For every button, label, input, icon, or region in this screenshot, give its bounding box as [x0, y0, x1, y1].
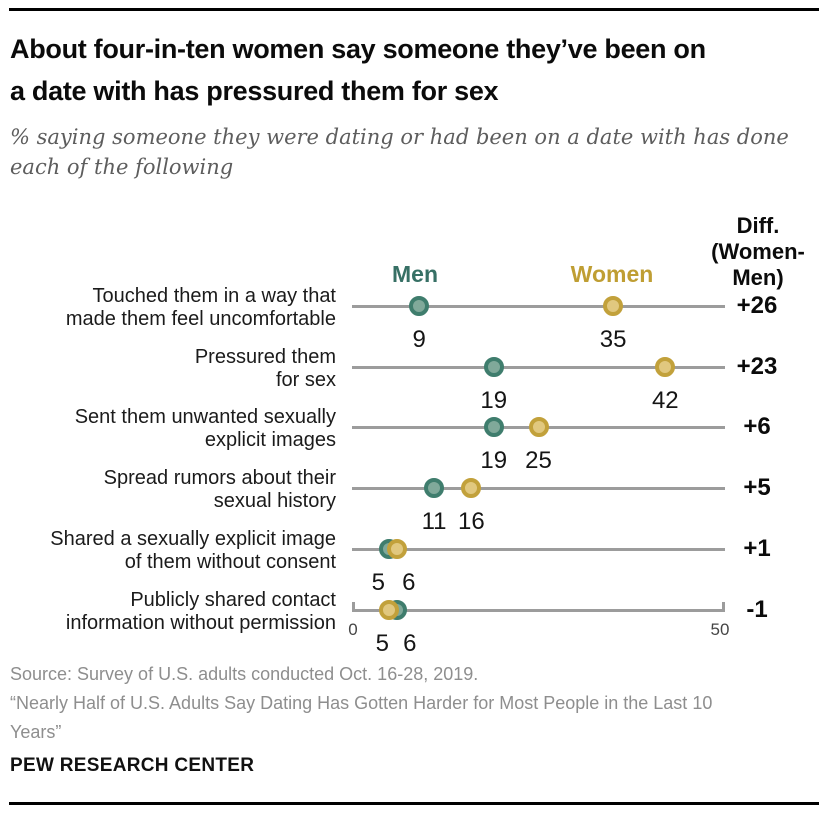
men-value-label: 19: [480, 387, 508, 414]
axis-end-tick: [352, 602, 355, 611]
source-line-1: Source: Survey of U.S. adults conducted …: [10, 664, 479, 684]
women-dot: [655, 357, 676, 377]
women-dot: [461, 478, 482, 498]
chart-title: About four-in-ten women say someone they…: [10, 28, 706, 112]
diff-column-header: Diff. (Women- Men): [697, 213, 819, 291]
men-value-label: 9: [412, 326, 426, 353]
category-label-line: information without permission: [65, 612, 336, 634]
men-value-label: 5: [371, 569, 385, 596]
bottom-rule: [9, 802, 819, 805]
diff-value: +5: [743, 474, 771, 501]
diff-header-line-1: Diff.: [736, 213, 780, 238]
men-value-label: 11: [421, 508, 447, 535]
row-axis-line: [352, 305, 725, 308]
category-label: Touched them in a way that made them feel…: [0, 285, 336, 331]
category-label-line: made them feel uncomfortable: [65, 308, 336, 330]
category-label-line: Shared a sexually explicit image: [50, 528, 336, 550]
source-line-2: “Nearly Half of U.S. Adults Say Dating H…: [10, 693, 713, 713]
women-value-label: 5: [375, 630, 389, 657]
category-label-line: for sex: [275, 369, 336, 391]
diff-header-line-2: (Women-: [711, 239, 805, 264]
women-dot: [379, 600, 400, 620]
women-dot: [603, 296, 624, 316]
men-dot: [424, 478, 445, 498]
chart-title-line-2: a date with has pressured them for sex: [10, 76, 499, 106]
diff-header-line-3: Men): [732, 265, 784, 290]
diff-value: -1: [746, 596, 768, 623]
category-label-line: Sent them unwanted sexually: [74, 406, 336, 428]
men-dot: [483, 357, 504, 377]
women-dot: [386, 539, 407, 559]
axis-end-tick: [722, 602, 725, 611]
diff-value: +26: [736, 292, 778, 319]
row-axis-line: [352, 548, 725, 551]
category-label-line: of them without consent: [124, 551, 336, 573]
category-label-line: explicit images: [204, 429, 336, 451]
men-dot: [483, 417, 504, 437]
diff-value: +23: [736, 353, 778, 380]
x-axis-min-label: 0: [348, 620, 358, 639]
category-label: Publicly shared contact information witho…: [0, 589, 336, 635]
category-label: Shared a sexually explicit image of them …: [0, 528, 336, 574]
row-axis-line: [352, 609, 725, 612]
row-axis-line: [352, 366, 725, 369]
x-axis-max-label: 50: [710, 620, 730, 639]
chart-title-line-1: About four-in-ten women say someone they…: [10, 34, 706, 64]
women-value-label: 35: [599, 326, 627, 353]
chart-subtitle-line-1: % saying someone they were dating or had…: [10, 125, 789, 149]
diff-value: +1: [743, 535, 771, 562]
diff-value: +6: [743, 413, 771, 440]
category-label-line: sexual history: [213, 490, 336, 512]
men-value-label: 19: [480, 447, 508, 474]
pew-research-center-wordmark: PEW RESEARCH CENTER: [10, 755, 255, 776]
chart-subtitle: % saying someone they were dating or had…: [10, 122, 789, 182]
legend-women-label: Women: [570, 261, 654, 287]
category-label: Sent them unwanted sexually explicit imag…: [0, 406, 336, 452]
top-rule: [9, 8, 819, 11]
source-line-3: Years”: [10, 722, 62, 742]
category-label-line: Touched them in a way that: [92, 285, 336, 307]
men-dot: [409, 296, 430, 316]
women-value-label: 42: [651, 387, 679, 414]
legend-men-label: Men: [392, 261, 438, 287]
row-axis-line: [352, 487, 725, 490]
category-label-line: Spread rumors about their: [103, 467, 336, 489]
source-note: Source: Survey of U.S. adults conducted …: [10, 660, 712, 747]
chart-subtitle-line-2: each of the following: [10, 155, 234, 179]
category-label-line: Publicly shared contact: [130, 589, 336, 611]
women-value-label: 16: [458, 508, 485, 535]
category-label-line: Pressured them: [194, 346, 336, 368]
men-value-label: 6: [403, 630, 417, 657]
category-label: Spread rumors about their sexual history: [0, 467, 336, 513]
women-dot: [528, 417, 549, 437]
women-value-label: 25: [525, 447, 552, 474]
women-value-label: 6: [402, 569, 416, 596]
category-label: Pressured them for sex: [0, 346, 336, 392]
